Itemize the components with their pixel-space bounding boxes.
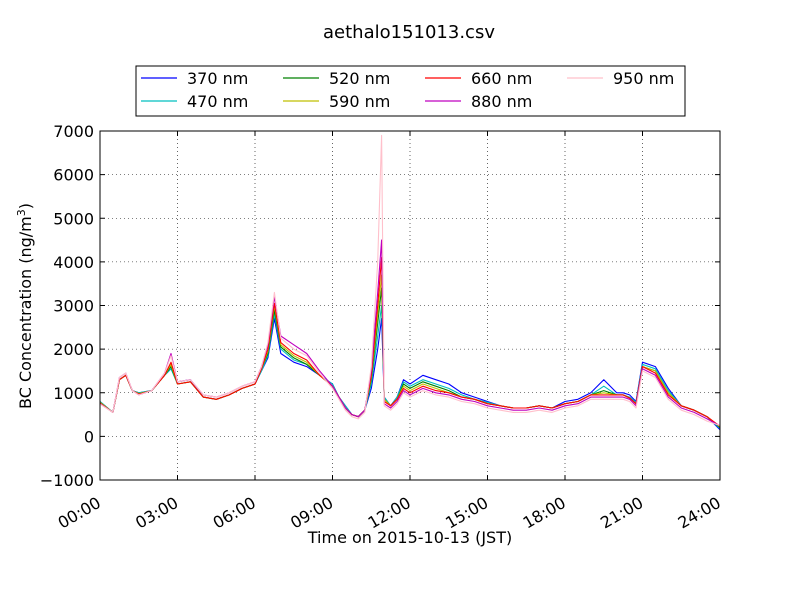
legend-label: 370 nm [187,69,248,88]
legend-label: 470 nm [187,92,248,111]
y-tick-label: 4000 [53,253,94,272]
y-tick-label: 6000 [53,166,94,185]
y-tick-label: 5000 [53,209,94,228]
y-axis-label: BC Concentration (ng/m3) [15,203,35,409]
legend-label: 950 nm [613,69,674,88]
legend: 370 nm 470 nm 520 nm 590 nm 660 nm 880 nm 950 … [135,65,686,117]
y-tick-label: 0 [84,427,94,446]
series-lines [99,134,721,431]
y-axis-label-main: BC Concentration (ng/m [16,216,35,409]
y-tick-label: 1000 [53,384,94,403]
legend-label: 660 nm [471,69,532,88]
series-line-950-nm [99,134,721,427]
y-tick-labels: −1000 0 1000 2000 3000 4000 5000 6000 7000 [40,122,94,490]
y-tick-label: −1000 [40,471,94,490]
legend-box [135,65,686,117]
y-axis-label-close: ) [16,203,35,209]
y-tick-label: 3000 [53,297,94,316]
y-tick-label: 7000 [53,122,94,141]
axis-ticks [99,130,721,481]
y-tick-label: 2000 [53,340,94,359]
legend-label: 520 nm [329,69,390,88]
legend-label: 590 nm [329,92,390,111]
x-axis-label: Time on 2015-10-13 (JST) [307,528,512,547]
legend-label: 880 nm [471,92,532,111]
y-axis-label-superscript: 3 [15,209,28,216]
chart-title: aethalo151013.csv [323,22,495,43]
